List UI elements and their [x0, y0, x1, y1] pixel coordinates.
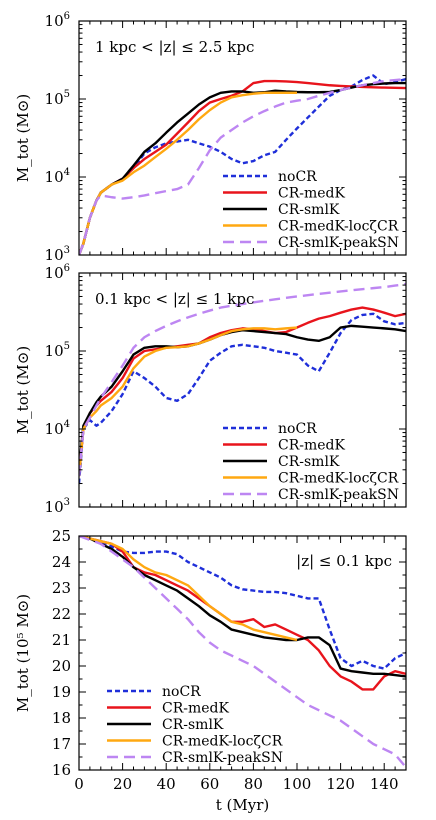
legend-label: CR-smlK — [278, 454, 340, 470]
y-tick-label: 23 — [52, 579, 71, 597]
series-line-CR-medK-locζCR — [79, 91, 297, 255]
series-line-CR-smlK-peakSN — [79, 536, 406, 769]
series-line-CR-medK — [79, 306, 406, 477]
y-tick-label: 104 — [45, 419, 70, 438]
y-axis-label: M_tot (10⁵ M⊙) — [14, 594, 32, 712]
legend: noCRCR-medKCR-smlKCR-medK-locζCRCR-smlK-… — [223, 169, 399, 251]
series-line-noCR — [79, 312, 406, 484]
y-tick-label: 25 — [52, 527, 71, 545]
legend-label: CR-smlK — [278, 202, 340, 218]
x-tick-label: 80 — [244, 775, 263, 793]
x-tick-label: 100 — [283, 775, 312, 793]
x-tick-label: 140 — [370, 775, 399, 793]
series-line-CR-medK-locζCR — [79, 536, 298, 642]
panel-2: 103 104 105 106 M_tot (M⊙) 0.1 kpc < |z| ≤ 1 … — [14, 263, 407, 516]
x-axis-label: t (Myr) — [216, 796, 270, 814]
y-tick-label: 18 — [52, 709, 71, 727]
legend-label: CR-medK-locζCR — [162, 734, 283, 750]
series-line-noCR — [79, 536, 406, 670]
legend-label: CR-smlK — [162, 717, 224, 733]
y-tick-label: 21 — [52, 631, 71, 649]
y-tick-label: 16 — [52, 761, 71, 779]
legend-label: noCR — [278, 421, 317, 437]
series-group — [79, 74, 406, 255]
series-line-CR-smlK — [79, 536, 406, 678]
legend-label: CR-medK-locζCR — [278, 471, 399, 487]
panel-annotation: 0.1 kpc < |z| ≤ 1 kpc — [95, 290, 254, 308]
series-line-CR-smlK-peakSN — [79, 77, 406, 255]
series-group — [79, 536, 406, 769]
legend-label: CR-smlK-peakSN — [162, 750, 283, 766]
legend-label: CR-smlK-peakSN — [278, 487, 399, 503]
y-tick-label: 19 — [52, 683, 71, 701]
legend-label: CR-smlK-peakSN — [278, 235, 399, 251]
x-tick-label: 40 — [157, 775, 176, 793]
y-tick-label: 106 — [45, 11, 70, 30]
series-line-CR-smlK — [79, 324, 406, 470]
legend: noCRCR-medKCR-smlKCR-medK-locζCRCR-smlK-… — [107, 684, 283, 766]
x-tick-label: 120 — [326, 775, 355, 793]
y-tick-label: 105 — [45, 89, 70, 108]
y-tick-label: 17 — [52, 735, 71, 753]
panel-annotation: |z| ≤ 0.1 kpc — [296, 552, 392, 570]
y-tick-label: 104 — [45, 167, 70, 186]
legend: noCRCR-medKCR-smlKCR-medK-locζCRCR-smlK-… — [223, 421, 399, 503]
x-tick-label: 20 — [113, 775, 132, 793]
x-tick-label: 0 — [74, 775, 84, 793]
series-line-CR-smlK-peakSN — [79, 282, 406, 477]
y-tick-label: 22 — [52, 605, 71, 623]
y-tick-label: 103 — [45, 497, 70, 516]
panel-3: 0 20 40 60 80 100 120 140 16 17 18 19 20 21 22 23 24 25 M_… — [14, 527, 407, 814]
y-tick-label: 20 — [52, 657, 71, 675]
legend-label: CR-medK — [278, 438, 346, 454]
y-tick-label: 106 — [45, 263, 70, 282]
y-axis-label: M_tot (M⊙) — [14, 94, 32, 182]
x-tick-label: 60 — [200, 775, 219, 793]
series-group — [79, 282, 406, 484]
series-line-CR-medK-locζCR — [79, 326, 298, 477]
y-tick-label: 105 — [45, 341, 70, 360]
y-axis-label: M_tot (M⊙) — [14, 346, 32, 434]
legend-label: CR-medK — [278, 186, 346, 202]
legend-label: CR-medK — [162, 701, 230, 717]
panel-annotation: 1 kpc < |z| ≤ 2.5 kpc — [95, 38, 254, 56]
y-tick-label: 103 — [45, 245, 70, 264]
legend-label: CR-medK-locζCR — [278, 219, 399, 235]
panel-1: 103 104 105 106 M_tot (M⊙) 1 kpc < |z| ≤ 2.5 … — [14, 11, 407, 264]
y-tick-label: 24 — [52, 553, 71, 571]
legend-label: noCR — [278, 169, 317, 185]
legend-label: noCR — [162, 684, 201, 700]
